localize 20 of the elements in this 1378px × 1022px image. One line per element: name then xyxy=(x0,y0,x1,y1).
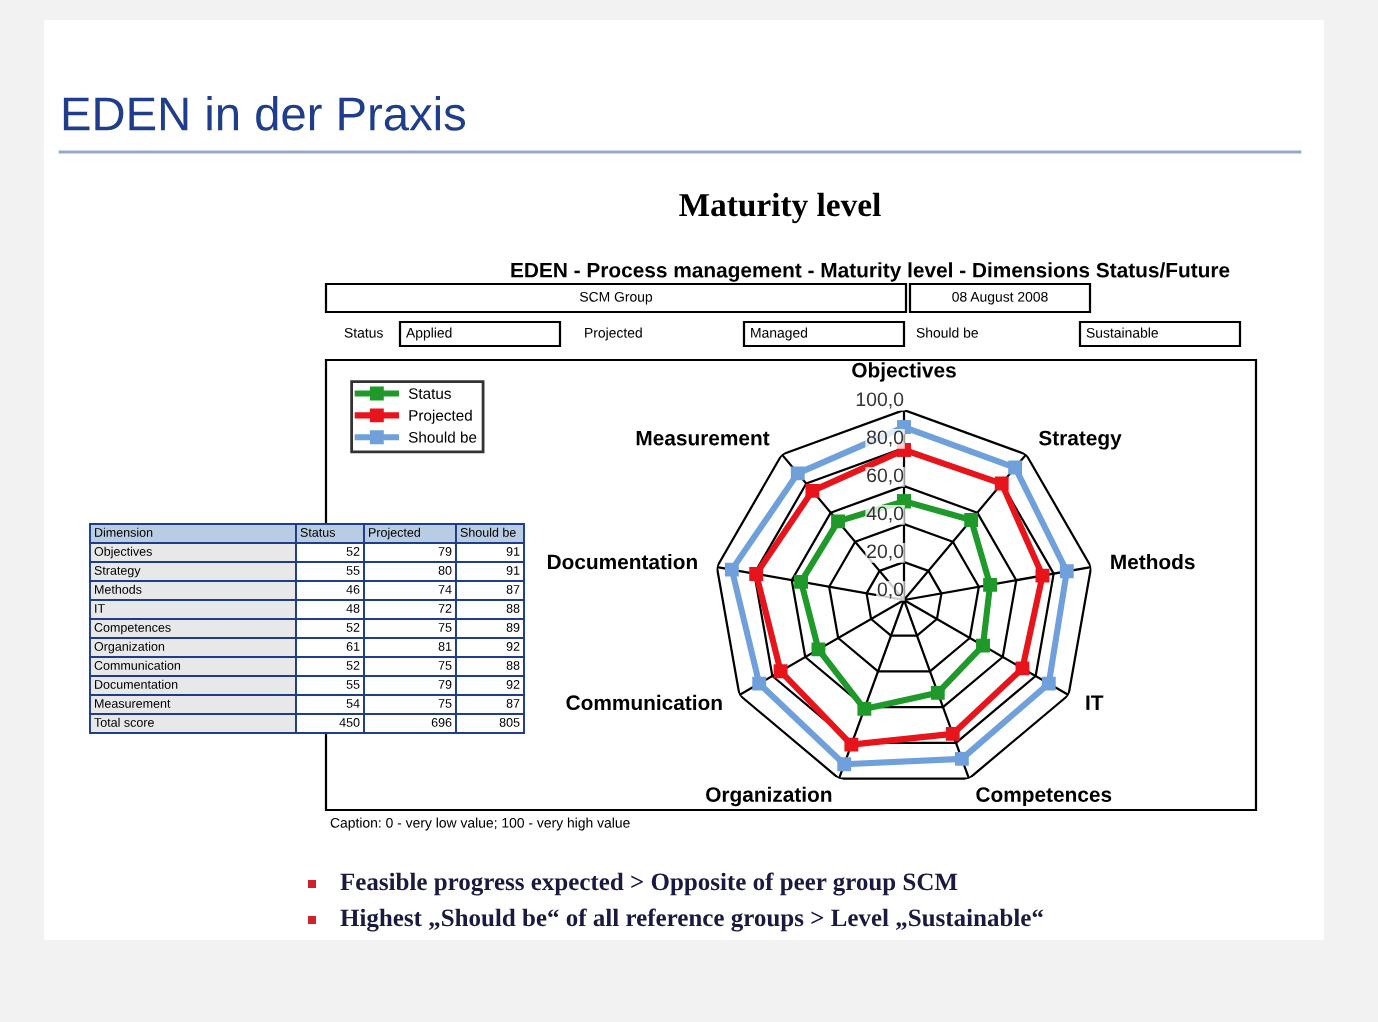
text: EDEN - Process management - Maturity level - Dimensions Status/Future xyxy=(511,262,1230,282)
spoke-label: Documentation xyxy=(547,554,697,570)
y-tick-label: 40,0 xyxy=(866,506,904,523)
spoke-label: IT xyxy=(1086,695,1104,710)
y-tick-label: 80,0 xyxy=(867,430,904,447)
text: Highest „Should be“ of all reference groups > Level „Sustainable“ xyxy=(340,908,1044,932)
spoke-label: Strategy xyxy=(1038,430,1122,450)
spoke-label: Methods xyxy=(1111,554,1195,570)
text: Feasible progress expected > Opposite of peer group SCM xyxy=(340,872,958,896)
y-tick-label: 60,0 xyxy=(867,468,904,485)
y-tick-label: 0,0 xyxy=(877,582,904,599)
chart-title: EDEN in der Praxis xyxy=(63,95,466,131)
chart-subtitle: Maturity level xyxy=(679,192,881,224)
spoke-label: Competences xyxy=(976,787,1112,807)
spoke-label: Objectives xyxy=(852,362,956,382)
spoke-label: Measurement xyxy=(636,430,770,446)
spoke-label: Communication xyxy=(566,694,722,711)
y-tick-label: 20,0 xyxy=(867,544,904,561)
y-tick-label: 100,0 xyxy=(856,392,904,409)
spoke-label: Organization xyxy=(706,786,832,807)
